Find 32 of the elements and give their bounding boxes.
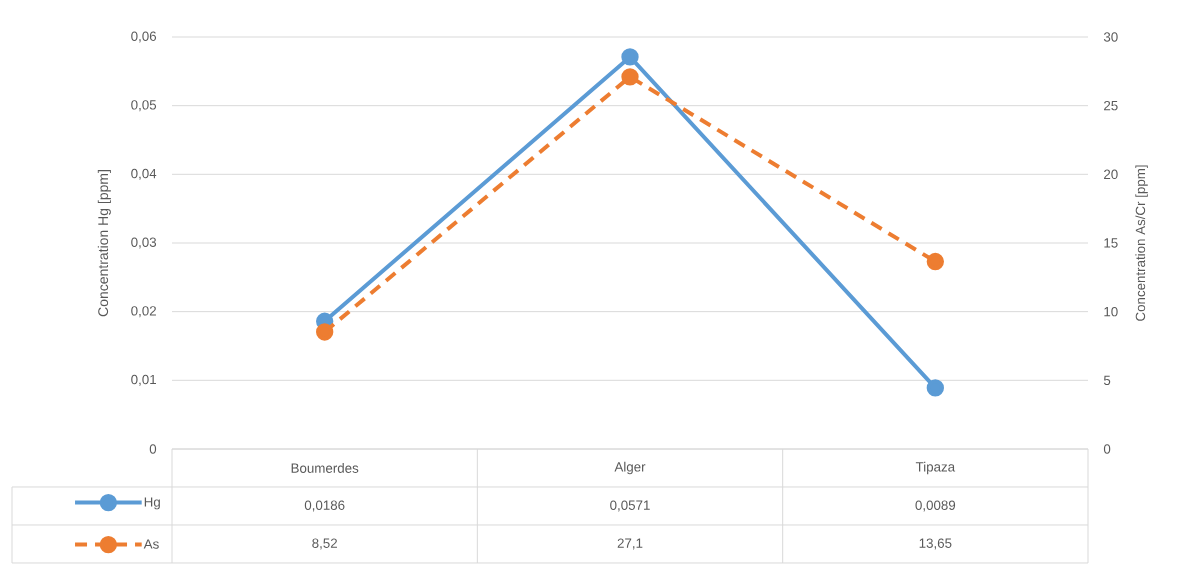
data-label: 8,52 bbox=[312, 538, 337, 550]
legend-label: As bbox=[143, 539, 159, 549]
data-label: 0,0571 bbox=[610, 500, 650, 512]
y2-tick-label: 5 bbox=[1103, 375, 1111, 385]
y-tick-label: 0,01 bbox=[131, 374, 156, 386]
data-label: 0,0186 bbox=[304, 500, 345, 512]
y-tick-label: 0,03 bbox=[131, 237, 157, 249]
x-tick-label: Alger bbox=[614, 461, 646, 475]
point bbox=[926, 379, 944, 397]
y-tick-label: 0,05 bbox=[131, 100, 157, 112]
data-label: 0,0089 bbox=[915, 500, 956, 512]
x-tick-label: Boumerdes bbox=[291, 463, 359, 473]
y-axis-title: Concentration Hg [ppm] bbox=[97, 170, 111, 317]
y-tick-label: 0,04 bbox=[131, 168, 157, 180]
y2-tick-label: 20 bbox=[1104, 169, 1118, 180]
data-label: 13,65 bbox=[919, 538, 952, 550]
x-tick-label: Tipaza bbox=[915, 461, 956, 475]
y2-tick-label: 0 bbox=[1103, 444, 1111, 454]
legend-label: Hg bbox=[144, 497, 160, 510]
y-tick-label: 0 bbox=[149, 444, 157, 454]
y2-axis-title: Concentration As/Cr [ppm] bbox=[1135, 165, 1148, 321]
y2-tick-label: 25 bbox=[1104, 100, 1118, 111]
y2-tick-label: 10 bbox=[1104, 306, 1118, 317]
point bbox=[621, 48, 639, 66]
y2-tick-label: 15 bbox=[1104, 238, 1118, 248]
point bbox=[926, 252, 944, 271]
y-tick-label: 0,02 bbox=[131, 306, 156, 318]
data-label: 27,1 bbox=[617, 538, 643, 550]
y2-tick-label: 30 bbox=[1103, 32, 1118, 42]
point bbox=[316, 323, 334, 341]
y-tick-label: 0,06 bbox=[131, 31, 157, 43]
point bbox=[621, 68, 639, 86]
